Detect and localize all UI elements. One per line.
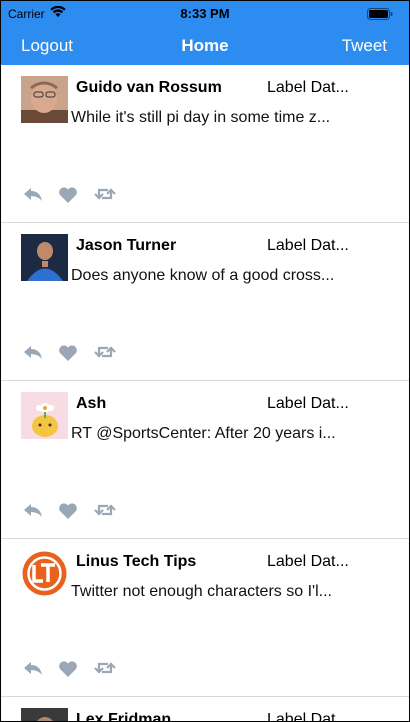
heart-icon[interactable] <box>58 344 78 367</box>
tweet-author: Linus Tech Tips <box>76 553 197 570</box>
status-bar: Carrier 8:33 PM <box>1 1 409 27</box>
tweet-cell[interactable]: Ash Label Dat... RT @SportsCenter: After… <box>1 381 409 539</box>
tweet-cell[interactable]: Linus Tech Tips Label Dat... Twitter not… <box>1 539 409 697</box>
avatar[interactable] <box>21 234 68 281</box>
tweet-date: Label Dat... <box>267 395 349 412</box>
tweet-text: RT @SportsCenter: After 20 years i... <box>71 425 336 442</box>
tweet-author: Ash <box>76 395 107 412</box>
tweet-text: While it's still pi day in some time z..… <box>71 109 331 126</box>
retweet-icon[interactable] <box>94 186 116 207</box>
reply-icon[interactable] <box>23 502 43 523</box>
nav-title-wrap: Home <box>1 36 409 56</box>
avatar[interactable] <box>21 550 68 597</box>
status-time: 8:33 PM <box>180 6 230 21</box>
tweet-author: Lex Fridman <box>76 711 172 722</box>
battery-icon <box>367 8 393 23</box>
tweet-date: Label Dat... <box>267 237 349 254</box>
tweet-feed[interactable]: Guido van Rossum Label Dat... While it's… <box>1 65 409 722</box>
tweet-text: Twitter not enough characters so I'l... <box>71 583 332 600</box>
carrier-label: Carrier <box>8 7 45 21</box>
retweet-icon[interactable] <box>94 660 116 681</box>
tweet-date: Label Dat... <box>267 79 349 96</box>
tweet-date: Label Dat... <box>267 711 349 722</box>
retweet-icon[interactable] <box>94 344 116 365</box>
tweet-author: Jason Turner <box>76 237 177 254</box>
avatar[interactable] <box>21 708 68 721</box>
retweet-icon[interactable] <box>94 502 116 523</box>
reply-icon[interactable] <box>23 660 43 681</box>
avatar[interactable] <box>21 76 68 123</box>
wifi-icon <box>50 5 66 21</box>
tweet-button[interactable]: Tweet <box>341 36 387 55</box>
navigation-bar: Logout Home Tweet <box>1 27 409 65</box>
tweet-author: Guido van Rossum <box>76 79 222 96</box>
tweet-text: Does anyone know of a good cross... <box>71 267 335 284</box>
logout-button[interactable]: Logout <box>21 36 73 55</box>
tweet-date: Label Dat... <box>267 553 349 570</box>
tweet-cell[interactable]: Jason Turner Label Dat... Does anyone kn… <box>1 223 409 381</box>
tweet-cell[interactable]: Lex Fridman Label Dat... <box>1 697 409 722</box>
heart-icon[interactable] <box>58 502 78 525</box>
nav-title: Home <box>181 36 229 55</box>
reply-icon[interactable] <box>23 186 43 207</box>
heart-icon[interactable] <box>58 660 78 683</box>
tweet-cell[interactable]: Guido van Rossum Label Dat... While it's… <box>1 65 409 223</box>
heart-icon[interactable] <box>58 186 78 209</box>
reply-icon[interactable] <box>23 344 43 365</box>
avatar[interactable] <box>21 392 68 439</box>
